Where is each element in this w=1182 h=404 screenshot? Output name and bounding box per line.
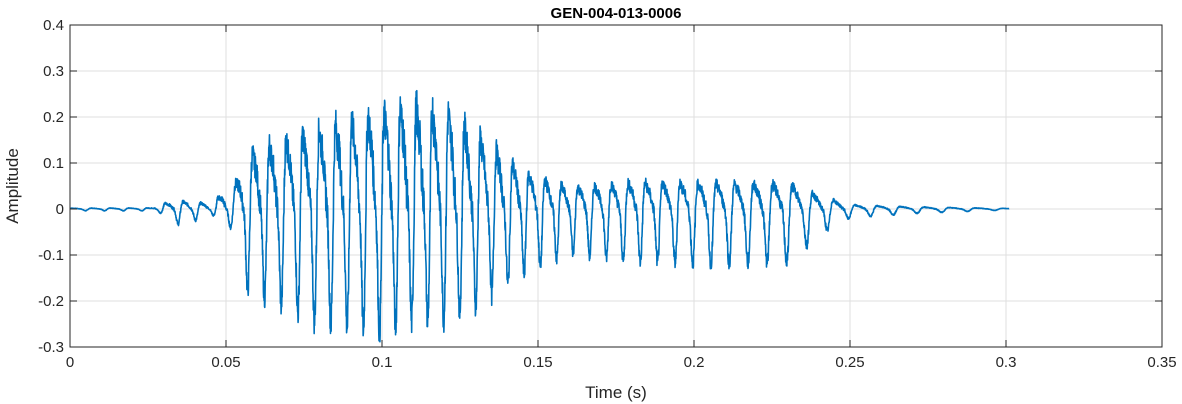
x-axis-label: Time (s) <box>585 383 647 402</box>
x-tick-label: 0.3 <box>996 354 1017 371</box>
y-tick-label: 0.2 <box>43 109 64 126</box>
x-tick-label: 0.15 <box>523 354 552 371</box>
x-tick-label: 0.2 <box>684 354 705 371</box>
y-tick-label: 0.4 <box>43 17 64 34</box>
x-tick-label: 0.05 <box>211 354 240 371</box>
waveform-line <box>69 89 1010 343</box>
y-tick-label: 0 <box>56 201 64 218</box>
axis-ticks <box>69 24 1163 348</box>
plot-frame <box>69 24 1163 348</box>
x-tick-label: 0.25 <box>835 354 864 371</box>
y-tick-label: 0.3 <box>43 63 64 80</box>
y-tick-label: -0.2 <box>38 293 64 310</box>
y-axis-tick-labels: -0.3 -0.2 -0.1 0 0.1 0.2 0.3 0.4 <box>38 17 64 356</box>
x-axis-tick-labels: 0 0.05 0.1 0.15 0.2 0.25 0.3 0.35 <box>66 354 1177 371</box>
x-tick-label: 0 <box>66 354 74 371</box>
y-tick-label: 0.1 <box>43 155 64 172</box>
gridlines <box>69 24 1163 348</box>
x-tick-label: 0.1 <box>372 354 393 371</box>
x-tick-label: 0.35 <box>1147 354 1176 371</box>
y-tick-label: -0.1 <box>38 247 64 264</box>
waveform-series <box>69 89 1010 343</box>
y-axis-label: Amplitude <box>3 148 22 224</box>
chart-title: GEN-004-013-0006 <box>551 5 682 22</box>
y-tick-label: -0.3 <box>38 339 64 356</box>
